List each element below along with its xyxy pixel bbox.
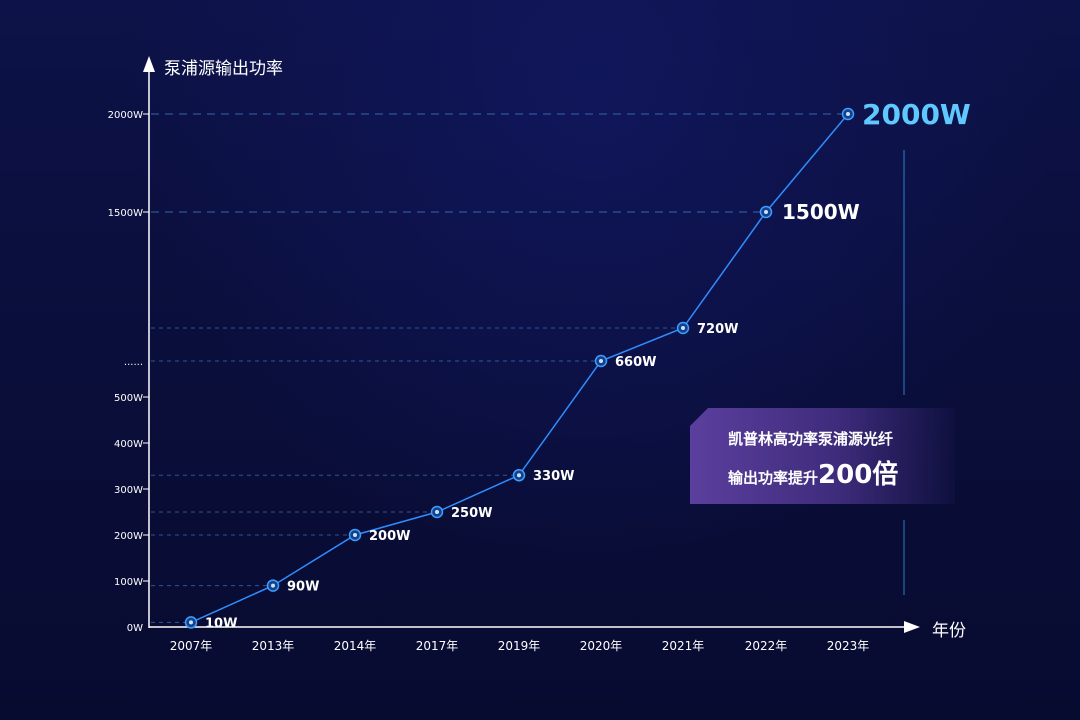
data-point-core (517, 473, 521, 478)
x-tick-labels: 2007年 2013年 2014年 2017年 2019年 2020年 2021年 2022年… (170, 639, 870, 653)
x-axis-title: 年份 (932, 621, 966, 641)
x-tick-label: 2021年 (662, 639, 705, 653)
x-tick-label: 2017年 (416, 639, 459, 653)
callout-line2: 输出功率提升200倍 (728, 454, 898, 491)
guide-lines (151, 113, 848, 623)
data-label: 1500W (782, 200, 860, 224)
data-label: 2000W (862, 98, 971, 131)
y-tick-label: 200W (114, 531, 143, 542)
x-tick-label: 2019年 (498, 639, 541, 653)
data-labels: 10W 90W 200W 250W 330W 660W 720W 1500W 2000W (205, 98, 971, 631)
x-tick-label: 2013年 (252, 639, 295, 653)
data-label: 90W (287, 580, 319, 595)
y-tick-label: 2000W (108, 110, 143, 121)
x-tick-label: 2014年 (334, 639, 377, 653)
data-label: 200W (369, 529, 410, 544)
data-point-core (681, 326, 685, 330)
series-line (190, 113, 849, 624)
y-tick-label: 400W (114, 439, 143, 450)
x-tick-label: 2020年 (580, 639, 623, 653)
data-label: 330W (533, 469, 574, 484)
y-tick-label: 1500W (108, 208, 143, 219)
x-tick-label: 2022年 (745, 639, 788, 653)
data-point-core (271, 583, 275, 588)
x-tick-label: 2007年 (170, 639, 213, 653)
data-point-core (846, 112, 850, 116)
x-tick-label: 2023年 (827, 639, 870, 653)
x-axis-arrow (904, 621, 920, 633)
y-tick-label: ...... (124, 357, 143, 368)
data-point-core (189, 620, 193, 625)
y-tick-labels: 0W 100W 200W 300W 400W 500W...... 1500W 2000W (108, 110, 149, 634)
data-label: 250W (451, 506, 492, 521)
y-axis-title: 泵浦源输出功率 (164, 59, 283, 79)
axes: 泵浦源输出功率 年份 (143, 56, 966, 641)
y-axis-arrow (143, 56, 155, 72)
data-label: 10W (205, 616, 237, 631)
callout-line2-big: 200倍 (818, 460, 899, 490)
data-point-core (599, 359, 603, 363)
data-point-core (353, 533, 357, 537)
y-tick-label: 300W (114, 485, 143, 496)
callout-box: 凯普林高功率泵浦源光纤 输出功率提升200倍 (690, 408, 955, 504)
y-tick-label: 500W (114, 393, 143, 404)
callout-line2-prefix: 输出功率提升 (728, 469, 819, 487)
series-power (184, 107, 855, 629)
data-point-core (764, 210, 768, 214)
data-point-core (435, 510, 439, 514)
data-label: 720W (697, 322, 738, 337)
y-tick-label: 0W (127, 623, 143, 634)
data-label: 660W (615, 355, 656, 370)
callout-line1: 凯普林高功率泵浦源光纤 (728, 430, 894, 448)
y-tick-label: 100W (114, 577, 143, 588)
